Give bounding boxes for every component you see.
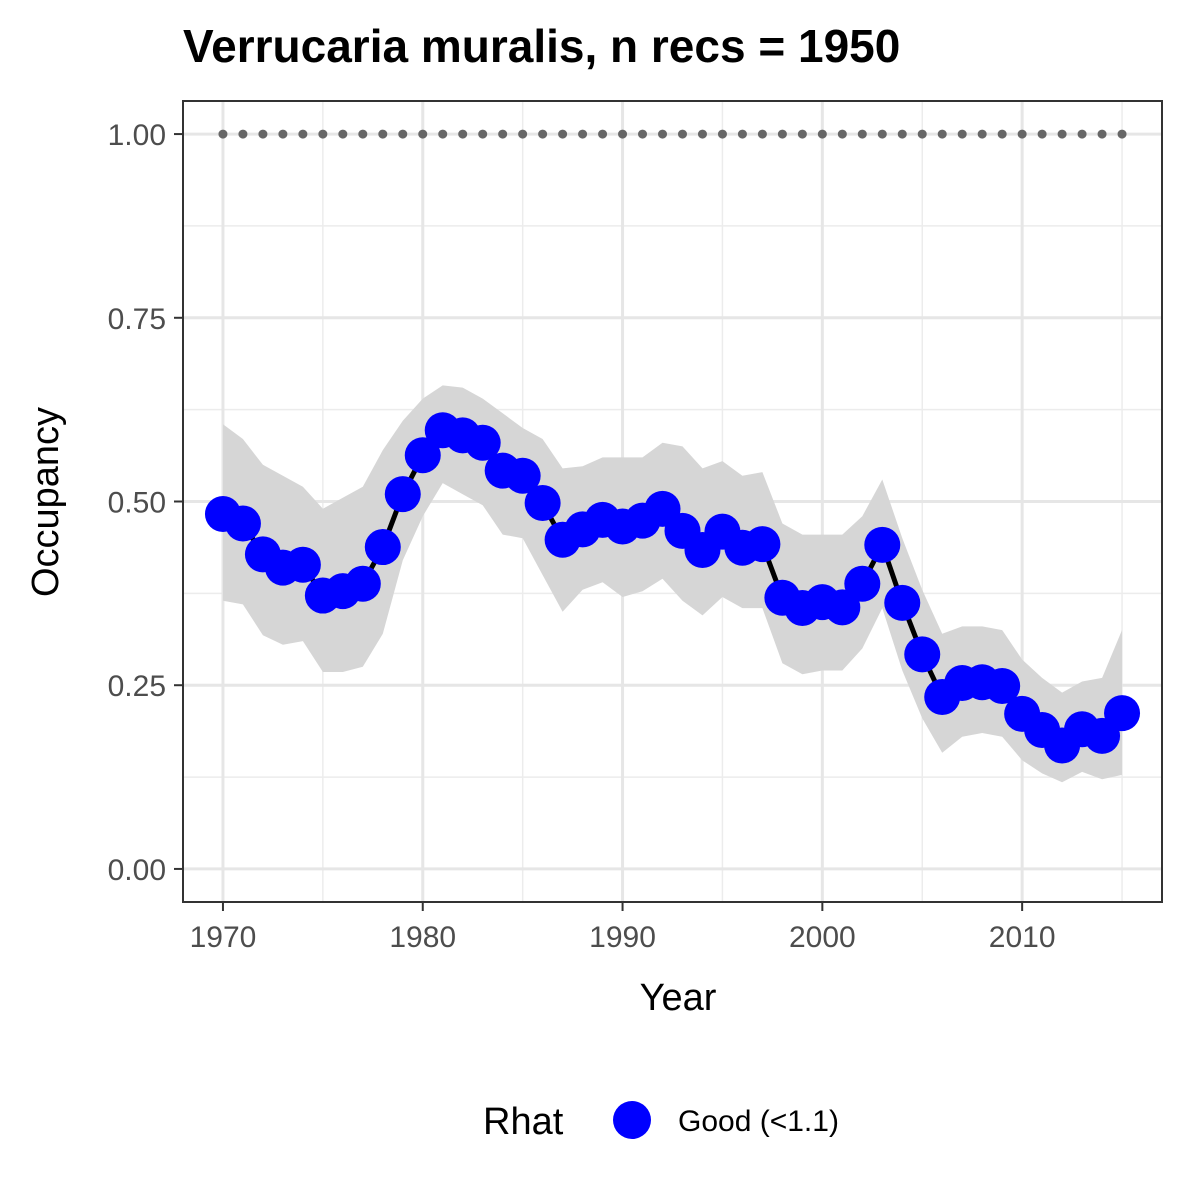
reference-dot (558, 129, 568, 139)
data-point (864, 526, 901, 563)
data-point (504, 457, 541, 494)
reference-dot (298, 129, 308, 139)
reference-dot (378, 129, 388, 139)
data-point (404, 437, 441, 474)
reference-dots-layer (218, 129, 1127, 139)
data-point (984, 667, 1021, 704)
confidence-ribbon-layer (223, 385, 1122, 783)
reference-dot (598, 129, 608, 139)
legend-key-good (613, 1101, 651, 1139)
y-tick-label: 0.50 (108, 487, 166, 520)
reference-dot (518, 129, 528, 139)
reference-dot (658, 129, 668, 139)
x-axis-title: Year (640, 977, 717, 1019)
data-point (1104, 695, 1141, 732)
reference-dot (757, 129, 767, 139)
reference-dot (997, 129, 1007, 139)
data-point (364, 529, 401, 566)
reference-dot (1037, 129, 1047, 139)
reference-dot (697, 129, 707, 139)
data-point (744, 526, 781, 563)
reference-dot (318, 129, 328, 139)
reference-dot (977, 129, 987, 139)
y-tick-label: 0.00 (108, 854, 166, 887)
reference-dot (578, 129, 588, 139)
reference-dot (797, 129, 807, 139)
reference-dot (857, 129, 867, 139)
x-tick-label: 1970 (190, 921, 257, 954)
reference-dot (1057, 129, 1067, 139)
reference-dot (817, 129, 827, 139)
data-point (824, 589, 861, 626)
reference-dot (957, 129, 967, 139)
reference-dot (937, 129, 947, 139)
reference-dot (538, 129, 548, 139)
reference-dot (677, 129, 687, 139)
reference-dot (897, 129, 907, 139)
reference-dot (278, 129, 288, 139)
data-point (904, 636, 941, 673)
data-point (884, 584, 921, 621)
reference-dot (777, 129, 787, 139)
legend-label-good: Good (<1.1) (678, 1105, 839, 1138)
reference-dot (837, 129, 847, 139)
reference-dot (737, 129, 747, 139)
x-tick-label: 1990 (589, 921, 656, 954)
data-point (844, 565, 881, 602)
reference-dot (1097, 129, 1107, 139)
data-point (224, 505, 261, 542)
y-axis: 0.00 0.25 0.50 0.75 1.00 (108, 119, 183, 887)
reference-dot (1017, 129, 1027, 139)
chart-title: Verrucaria muralis, n recs = 1950 (183, 20, 900, 72)
x-tick-label: 1980 (389, 921, 456, 954)
legend-title: Rhat (483, 1101, 564, 1143)
reference-dot (438, 129, 448, 139)
reference-dot (418, 129, 428, 139)
reference-dot (358, 129, 368, 139)
x-tick-label: 2000 (789, 921, 856, 954)
reference-dot (398, 129, 408, 139)
y-tick-label: 0.75 (108, 303, 166, 336)
reference-dot (478, 129, 488, 139)
y-tick-label: 1.00 (108, 119, 166, 152)
legend: Rhat Good (<1.1) (483, 1101, 839, 1143)
confidence-ribbon (223, 385, 1122, 783)
reference-dot (1117, 129, 1127, 139)
reference-dot (717, 129, 727, 139)
reference-dot (338, 129, 348, 139)
data-point (464, 424, 501, 461)
y-axis-title: Occupancy (25, 407, 67, 597)
data-point (284, 546, 321, 583)
x-axis: 1970 1980 1990 2000 2010 (190, 902, 1056, 954)
y-tick-label: 0.25 (108, 670, 166, 703)
reference-dot (917, 129, 927, 139)
data-point (384, 476, 421, 513)
reference-dot (498, 129, 508, 139)
reference-dot (638, 129, 648, 139)
data-points-layer (204, 412, 1141, 764)
reference-dot (1077, 129, 1087, 139)
reference-dot (458, 129, 468, 139)
reference-dot (618, 129, 628, 139)
reference-dot (258, 129, 268, 139)
data-point (524, 484, 561, 521)
reference-dot (877, 129, 887, 139)
x-tick-label: 2010 (989, 921, 1056, 954)
reference-dot (218, 129, 228, 139)
reference-dot (238, 129, 248, 139)
data-point (344, 565, 381, 602)
